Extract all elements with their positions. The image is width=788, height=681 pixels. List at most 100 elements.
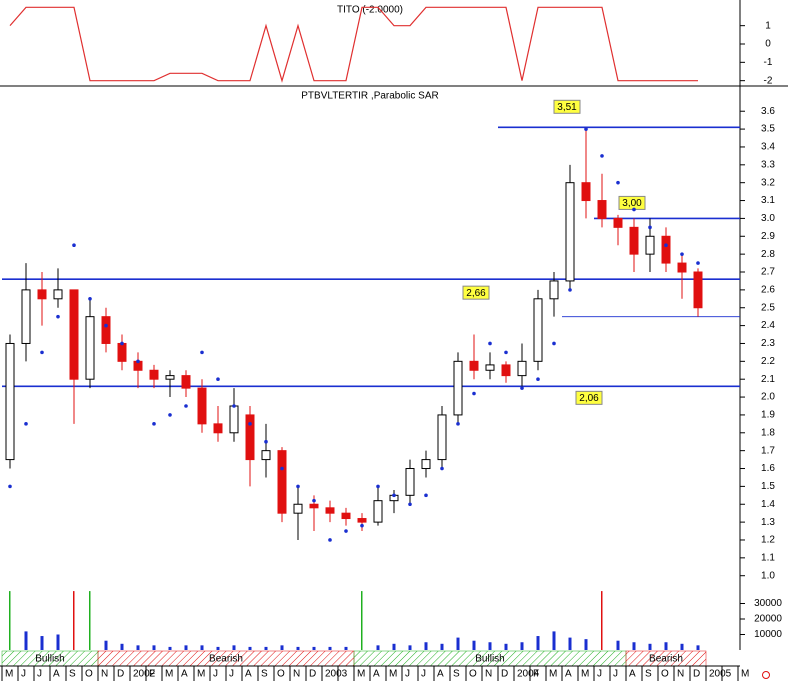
sar-dot (392, 493, 396, 498)
y-tick-label: 2.5 (761, 302, 775, 313)
candle-body (565, 182, 575, 282)
volume-bar (568, 637, 572, 650)
y-tick-label: 2.4 (761, 320, 775, 331)
volume-bar (552, 631, 556, 650)
x-tick-label: J (613, 669, 618, 680)
candle-body (581, 182, 591, 202)
sar-dot (248, 422, 252, 426)
candle-body (101, 316, 111, 344)
sar-dot (648, 225, 652, 230)
sar-dot (616, 180, 620, 185)
volume-bar (9, 591, 11, 650)
sar-dot (280, 466, 284, 471)
volume-bar (312, 646, 316, 650)
candle-body (597, 200, 607, 219)
candle-body (661, 235, 671, 264)
volume-bar (40, 636, 44, 650)
sar-dot (216, 377, 220, 381)
candle-body (437, 414, 447, 461)
candle-body (517, 360, 527, 377)
x-tick-label: S (69, 669, 76, 680)
y-tick-label: 10000 (754, 629, 782, 640)
y-tick-label: 1.5 (761, 481, 775, 492)
candle-body (197, 387, 207, 425)
sar-dot (632, 207, 636, 212)
sar-dot (104, 323, 108, 328)
x-tick-label: 2005 (709, 669, 732, 680)
sar-dot (184, 404, 188, 408)
y-tick-label: 20000 (754, 614, 782, 625)
sar-dot (72, 243, 76, 248)
x-tick-label: 2002 (133, 669, 156, 680)
x-tick-label: A (629, 669, 636, 680)
sar-dot (24, 422, 28, 426)
sar-dot (440, 466, 444, 471)
x-tick-label: 2003 (325, 669, 348, 680)
sar-dot (56, 314, 60, 319)
y-tick-label: 3.1 (761, 195, 775, 206)
sar-dot (680, 252, 684, 256)
x-tick-label: S (645, 669, 652, 680)
volume-bar (392, 643, 396, 650)
regime-label: Bullish (475, 654, 504, 665)
x-tick-label: M (741, 669, 749, 680)
candle-body (293, 503, 303, 514)
volume-bar (601, 591, 603, 650)
candle-body (677, 262, 687, 273)
sar-dot (552, 341, 556, 346)
volume-bar (361, 591, 363, 650)
candle-body (613, 217, 623, 228)
volume-bar (584, 639, 588, 650)
x-tick-label: J (597, 669, 602, 680)
candle-body (693, 271, 703, 309)
volume-bar (216, 646, 220, 650)
sar-dot (360, 523, 364, 528)
indicator-title: TITO (-2.0000) (337, 5, 403, 16)
x-tick-label: O (661, 669, 669, 680)
volume-bar (184, 645, 188, 650)
x-tick-label: N (485, 669, 492, 680)
volume-bar (73, 591, 75, 650)
y-tick-label: 2.9 (761, 231, 775, 242)
candle-body (261, 450, 271, 461)
volume-bar (520, 642, 524, 650)
sar-dot (8, 484, 12, 489)
candle-body (341, 512, 351, 520)
candle-body (181, 375, 191, 389)
x-tick-label: O (277, 669, 285, 680)
candle-body (645, 235, 655, 255)
volume-bar (536, 636, 540, 650)
sar-dot (88, 297, 92, 301)
volume-bar (89, 591, 91, 650)
volume-bar (248, 646, 252, 650)
volume-bar (680, 643, 684, 650)
sar-dot (344, 529, 348, 533)
x-tick-label: A (181, 669, 188, 680)
volume-bar (56, 634, 60, 650)
volume-bar (344, 646, 348, 650)
sar-dot (200, 350, 204, 355)
x-tick-label: J (405, 669, 410, 680)
x-tick-label: J (37, 669, 42, 680)
sar-dot (120, 341, 124, 346)
y-tick-label: 30000 (754, 598, 782, 609)
sar-dot (536, 377, 540, 381)
x-tick-label: O (85, 669, 93, 680)
volume-bar (376, 645, 380, 650)
sar-dot (424, 493, 428, 498)
candle-body (309, 503, 319, 509)
x-tick-label: M (549, 669, 557, 680)
volume-bar (408, 645, 412, 650)
candle-body (213, 423, 223, 434)
volume-bar (472, 640, 476, 650)
x-tick-label: S (453, 669, 460, 680)
volume-bar (200, 645, 204, 650)
sar-dot (472, 391, 476, 396)
y-tick-label: 1.1 (761, 552, 775, 563)
sar-dot (600, 154, 604, 158)
sar-dot (312, 498, 316, 503)
level-label-box (462, 285, 490, 300)
x-tick-label: M (581, 669, 589, 680)
y-tick-label: 3.2 (761, 177, 775, 188)
sar-dot (264, 439, 268, 444)
